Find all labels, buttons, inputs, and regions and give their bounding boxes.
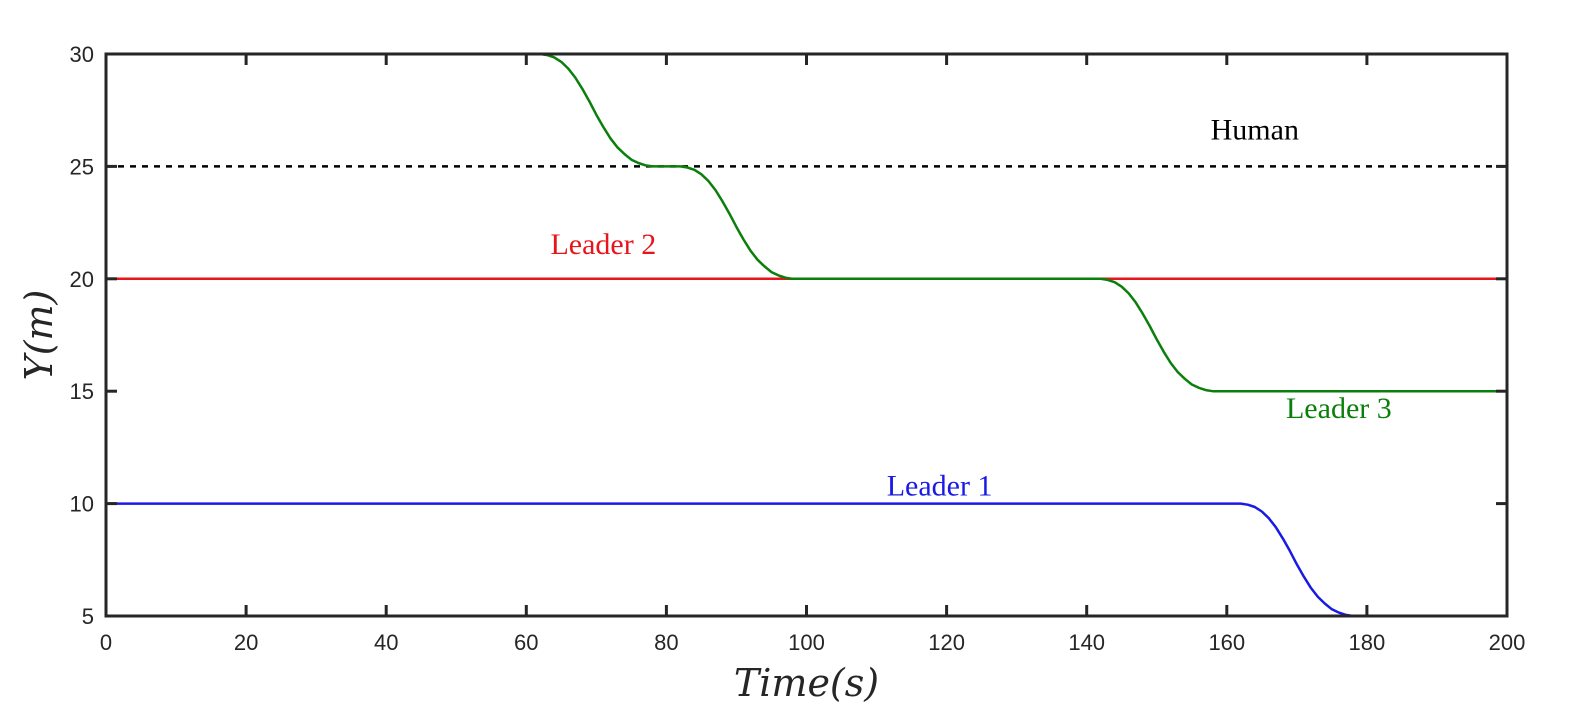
x-tick-label: 80 <box>654 630 678 655</box>
axis-ticks: 0 20 40 60 80 100 120 140 160 180 200 5 10 15 20 25 30 <box>70 42 1526 655</box>
x-tick-label: 120 <box>928 630 965 655</box>
series-labels: Human Leader 2 Leader 3 Leader 1 <box>550 113 1391 502</box>
x-axis-title: Time(s) <box>734 661 879 705</box>
x-tick-label: 60 <box>514 630 538 655</box>
series-label-leader-2: Leader 2 <box>550 228 656 261</box>
x-tick-label: 200 <box>1489 630 1526 655</box>
y-tick-label: 15 <box>70 379 94 404</box>
series-layer <box>104 52 1509 618</box>
series-label-leader-3: Leader 3 <box>1286 392 1392 425</box>
y-tick-label: 10 <box>70 492 94 517</box>
series-line-leader-1 <box>104 502 1509 618</box>
y-axis-title: Y(m) <box>17 290 61 381</box>
series-label-leader-1: Leader 1 <box>887 470 993 503</box>
x-tick-label: 20 <box>234 630 258 655</box>
y-tick-label: 30 <box>70 42 94 67</box>
series-line-leader-3 <box>104 52 1509 393</box>
x-tick-label: 180 <box>1349 630 1386 655</box>
series-label-human: Human <box>1211 113 1299 146</box>
y-tick-label: 20 <box>70 267 94 292</box>
x-tick-label: 100 <box>788 630 825 655</box>
y-tick-label: 25 <box>70 154 94 179</box>
x-tick-label: 140 <box>1068 630 1105 655</box>
x-tick-label: 0 <box>100 630 112 655</box>
y-tick-label: 5 <box>82 604 94 629</box>
x-tick-label: 160 <box>1208 630 1245 655</box>
x-tick-label: 40 <box>374 630 398 655</box>
